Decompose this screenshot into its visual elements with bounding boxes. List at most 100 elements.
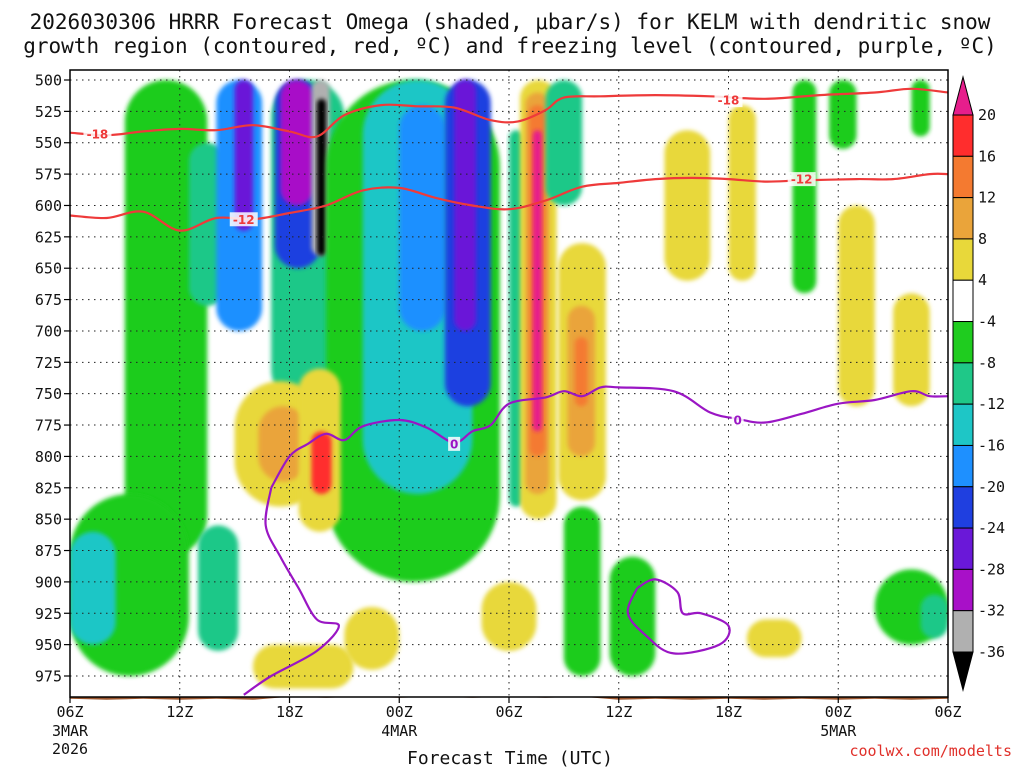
x-tick-date-3: 4MAR: [381, 722, 418, 740]
y-tick-label-19: 975: [35, 668, 62, 686]
colorbar-bin-11: [952, 568, 974, 612]
contour-label-0-0: -18: [87, 127, 109, 141]
colorbar-label-10: -24: [978, 519, 1005, 537]
contour-label-bg-0-1: [714, 93, 743, 108]
omega-cell-44: [746, 619, 802, 658]
colorbar-label-6: -8: [978, 354, 996, 372]
plot-area: -18 -18 -12 -12 0 0: [69, 69, 949, 701]
omega-cell-40: [838, 205, 875, 407]
x-tick-year-0: 2026: [52, 740, 88, 758]
contour-label-bg-2-0: [448, 436, 461, 451]
contour-label-2-0: 0: [450, 437, 458, 451]
chart-title-line-2: growth region (contoured, red, ºC) and f…: [23, 34, 997, 58]
contours: -18 -18 -12 -12 0 0: [70, 87, 948, 696]
contour-line-2: [270, 385, 948, 489]
omega-cell-32: [545, 80, 583, 206]
y-tick-label-6: 650: [35, 260, 62, 278]
omega-cell-36: [728, 105, 756, 281]
omega-cell-43: [920, 594, 948, 639]
y-tick-label-7: 675: [35, 291, 62, 309]
omega-cell-20: [311, 431, 332, 495]
omega-cell-9: [280, 80, 314, 206]
colorbar-bin-2: [952, 197, 974, 240]
colorbar: 20 16 12 8 4 -4 -8 -12 -16 -20 -24 -28 -32 -36: [952, 75, 1005, 692]
colorbar-label-3: 8: [978, 230, 987, 248]
omega-cell-41: [893, 293, 930, 407]
y-tick-label-9: 725: [35, 354, 62, 372]
omega-cell-0: [124, 80, 208, 557]
colorbar-over-arrow: [952, 75, 974, 116]
x-tick-label-5: 12Z: [605, 703, 632, 721]
credit-text: coolwx.com/modelts: [849, 742, 1012, 760]
contour-label-bg-2-1: [731, 413, 744, 428]
x-tick-date-7: 5MAR: [820, 722, 857, 740]
x-tick-date-0: 3MAR: [52, 722, 89, 740]
omega-cell-22: [344, 606, 400, 670]
colorbar-under-arrow: [952, 651, 974, 692]
colorbar-bin-10: [952, 527, 974, 570]
omega-cell-18: [258, 406, 308, 482]
y-tick-label-0: 500: [35, 72, 62, 90]
colorbar-bin-0: [952, 114, 974, 157]
y-tick-label-16: 900: [35, 573, 62, 591]
y-tick-label-10: 750: [35, 385, 62, 403]
y-tick-label-1: 525: [35, 103, 62, 121]
pressure-axis: 500 525 550 575 600 625 650 675 700 725 750 775 800 8…: [35, 72, 70, 686]
colorbar-label-11: -28: [978, 560, 1005, 578]
colorbar-bin-4: [952, 279, 974, 323]
omega-cell-31: [574, 337, 588, 407]
contour-line-4: [626, 578, 731, 655]
y-tick-label-15: 875: [35, 542, 62, 560]
colorbar-bin-1: [952, 155, 974, 199]
contour-label-1-0: -12: [233, 213, 255, 227]
contour-label-bg-1-1: [787, 172, 816, 187]
colorbar-label-9: -20: [978, 478, 1005, 496]
x-tick-label-1: 12Z: [166, 703, 193, 721]
x-tick-label-2: 18Z: [276, 703, 303, 721]
omega-cell-38: [829, 80, 857, 150]
colorbar-bin-12: [952, 610, 974, 653]
y-tick-label-5: 625: [35, 228, 62, 246]
colorbar-bin-9: [952, 486, 974, 529]
omega-cell-28: [532, 130, 542, 432]
colorbar-label-8: -16: [978, 436, 1005, 454]
colorbar-bin-7: [952, 403, 974, 446]
y-tick-label-3: 575: [35, 166, 62, 184]
x-tick-label-7: 00Z: [825, 703, 852, 721]
contour-label-0-1: -18: [718, 94, 740, 108]
contour-label-2-1: 0: [733, 414, 741, 428]
colorbar-label-4: 4: [978, 271, 987, 289]
omega-cell-14: [399, 105, 445, 331]
omega-cell-16: [454, 80, 477, 331]
colorbar-label-13: -36: [978, 643, 1005, 661]
contour-line-0: [70, 87, 948, 139]
omega-cell-3: [198, 525, 239, 651]
colorbar-label-0: 20: [978, 106, 996, 124]
y-tick-label-2: 550: [35, 134, 62, 152]
contour-label-bg-0-0: [83, 126, 112, 141]
x-tick-label-4: 06Z: [495, 703, 522, 721]
omega-cell-2: [70, 531, 116, 645]
colorbar-bin-6: [952, 362, 974, 405]
colorbar-label-2: 12: [978, 189, 996, 207]
colorbar-label-1: 16: [978, 147, 996, 165]
y-tick-label-12: 800: [35, 448, 62, 466]
y-tick-label-11: 775: [35, 417, 62, 435]
contour-label-bg-1-0: [229, 212, 258, 227]
y-tick-label-13: 825: [35, 479, 62, 497]
y-tick-label-14: 850: [35, 511, 62, 529]
y-tick-label-17: 925: [35, 605, 62, 623]
gridlines: [70, 70, 948, 697]
colorbar-label-12: -32: [978, 602, 1005, 620]
omega-cell-39: [911, 80, 930, 137]
omega-cell-21: [252, 644, 354, 689]
omega-cell-33: [563, 506, 601, 676]
x-tick-label-6: 18Z: [715, 703, 742, 721]
x-tick-label-0: 06Z: [56, 703, 83, 721]
y-tick-label-8: 700: [35, 322, 62, 340]
omega-cell-35: [664, 130, 711, 281]
omega-cell-37: [792, 80, 817, 294]
x-tick-label-8: 06Z: [934, 703, 961, 721]
